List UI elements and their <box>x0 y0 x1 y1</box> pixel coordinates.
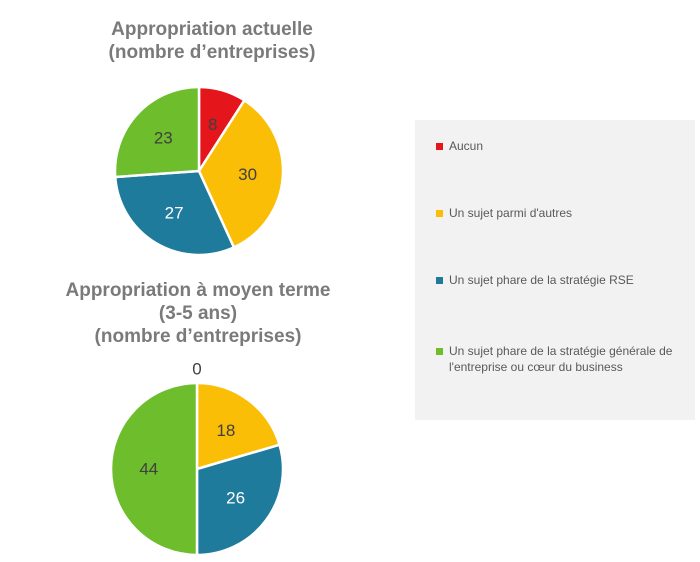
pie-2-data-label: 0 <box>192 360 201 379</box>
pie-2-title-line: (3-5 ans) <box>158 303 238 324</box>
pie-2-slice <box>195 443 285 557</box>
pie-1-slice <box>113 169 236 257</box>
pie-2-title-line: (nombre d’entreprises) <box>94 326 302 347</box>
legend-label: Un sujet phare de la stratégie RSE <box>449 273 634 287</box>
legend-swatch <box>436 348 443 355</box>
pie-2-slice <box>195 381 282 471</box>
pie-2-slice <box>109 381 199 557</box>
legend-swatch <box>436 210 443 217</box>
pie-2-data-label: 44 <box>139 460 158 479</box>
pie-1-slice <box>197 98 285 250</box>
legend-label: Un sujet parmi d'autres <box>449 206 573 220</box>
pie-1-title-line: Appropriation actuelle <box>111 19 313 40</box>
pie-1-data-label: 27 <box>165 203 184 222</box>
pie-1-title: Appropriation actuelle (nombre d’entrepr… <box>62 18 362 64</box>
legend-background <box>415 120 695 420</box>
pie-2-title-line: Appropriation à moyen terme <box>65 280 331 301</box>
pie-1-title-line: (nombre d’entreprises) <box>108 42 316 63</box>
legend-swatch <box>436 143 443 150</box>
legend-label: Un sujet phare de la stratégie générale … <box>449 344 673 374</box>
legend-swatch <box>436 277 443 284</box>
pie-2-title: Appropriation à moyen terme (3-5 ans) (n… <box>28 279 368 348</box>
pie-1-data-label: 23 <box>154 128 173 147</box>
pie-1-data-label: 30 <box>238 165 257 184</box>
pie-1-data-label: 8 <box>208 115 217 134</box>
legend-label: Aucun <box>449 139 484 153</box>
pie-1-slice <box>113 85 201 179</box>
pie-2-data-label: 26 <box>226 488 245 507</box>
pie-2-data-label: 18 <box>216 421 235 440</box>
